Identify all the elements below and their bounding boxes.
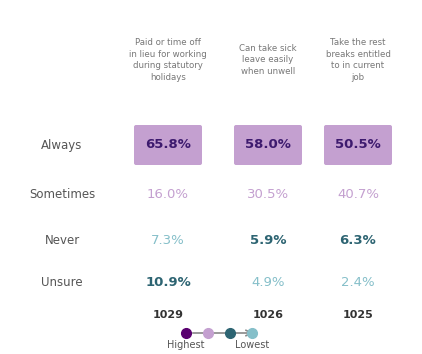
Text: 2.4%: 2.4% xyxy=(341,276,375,290)
Text: Lowest: Lowest xyxy=(235,340,269,350)
Text: 1029: 1029 xyxy=(152,310,184,320)
Text: 16.0%: 16.0% xyxy=(147,188,189,201)
Text: 7.3%: 7.3% xyxy=(151,234,185,246)
Text: Paid or time off
in lieu for working
during statutory
holidays: Paid or time off in lieu for working dur… xyxy=(129,38,207,82)
Text: 4.9%: 4.9% xyxy=(251,276,285,290)
Text: 6.3%: 6.3% xyxy=(340,234,376,246)
Text: 1026: 1026 xyxy=(252,310,284,320)
FancyBboxPatch shape xyxy=(324,125,392,165)
Text: 40.7%: 40.7% xyxy=(337,188,379,201)
Text: Always: Always xyxy=(41,138,83,152)
Text: 10.9%: 10.9% xyxy=(145,276,191,290)
Text: 5.9%: 5.9% xyxy=(250,234,286,246)
Text: Sometimes: Sometimes xyxy=(29,188,95,201)
Text: Unsure: Unsure xyxy=(41,276,83,290)
Text: 65.8%: 65.8% xyxy=(145,138,191,152)
Text: Take the rest
breaks entitled
to in current
job: Take the rest breaks entitled to in curr… xyxy=(325,38,390,82)
Text: Can take sick
leave easily
when unwell: Can take sick leave easily when unwell xyxy=(239,44,297,76)
Text: Highest: Highest xyxy=(167,340,205,350)
Text: 58.0%: 58.0% xyxy=(245,138,291,152)
Text: 30.5%: 30.5% xyxy=(247,188,289,201)
FancyBboxPatch shape xyxy=(234,125,302,165)
FancyBboxPatch shape xyxy=(134,125,202,165)
Text: 50.5%: 50.5% xyxy=(335,138,381,152)
Text: 1025: 1025 xyxy=(343,310,373,320)
Text: Never: Never xyxy=(44,234,80,246)
